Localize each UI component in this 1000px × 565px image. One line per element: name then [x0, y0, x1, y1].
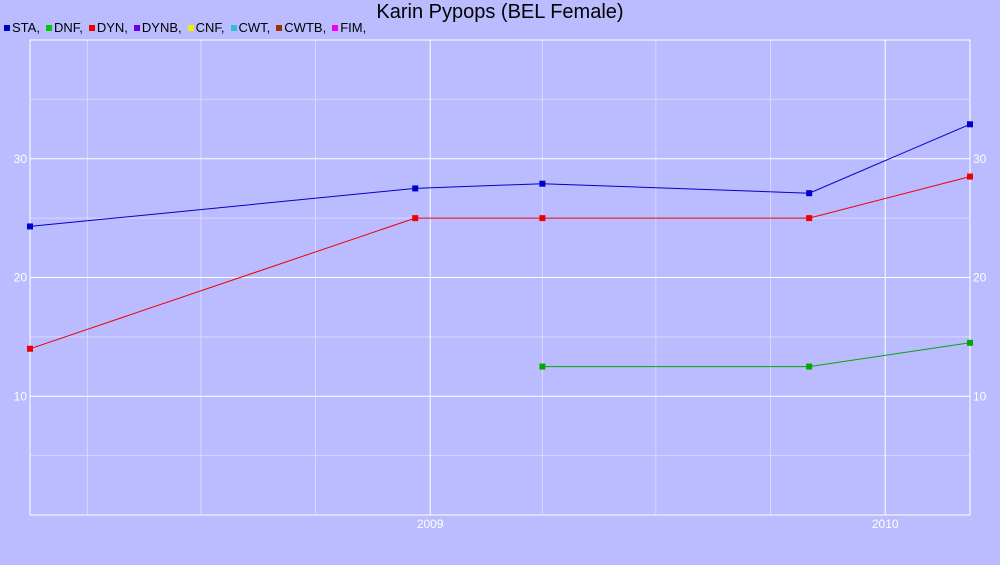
data-point-dnf	[539, 363, 546, 370]
legend-swatch	[4, 24, 10, 31]
data-point-sta	[412, 185, 419, 192]
data-point-dyn	[539, 215, 546, 222]
legend-item: DYNB,	[133, 20, 182, 35]
data-point-sta	[539, 180, 546, 187]
x-tick-label: 2009	[417, 517, 444, 531]
legend-item: DNF,	[45, 20, 83, 35]
legend-label: CWTB,	[284, 20, 327, 35]
legend-swatch	[332, 24, 339, 31]
legend-item: DYN,	[88, 20, 128, 35]
legend: STA, DNF, DYN, DYNB, CNF, CWT, CWTB, FIM,	[4, 20, 372, 35]
legend-swatch	[187, 24, 194, 31]
legend-swatch	[88, 24, 95, 31]
data-point-sta	[806, 190, 813, 197]
series-line-sta	[29, 123, 971, 227]
data-point-dyn	[27, 345, 33, 352]
data-point-sta	[967, 121, 973, 128]
legend-item: CWTB,	[276, 20, 326, 35]
legend-swatch	[133, 24, 140, 31]
data-point-sta	[27, 223, 33, 230]
y-tick-label: 30	[14, 152, 28, 166]
data-point-dyn	[806, 215, 813, 222]
legend-label: DNF,	[53, 20, 83, 35]
y-tick-label: 20	[14, 271, 28, 285]
data-point-dnf	[806, 363, 813, 370]
y-tick-label: 30	[973, 152, 987, 166]
legend-item: FIM,	[332, 20, 366, 35]
y-tick-label: 10	[14, 389, 28, 403]
data-point-dyn	[967, 173, 973, 180]
series-line-dnf	[542, 342, 971, 368]
legend-swatch	[276, 24, 283, 31]
legend-label: CWT,	[238, 20, 271, 35]
x-tick-label: 2010	[872, 517, 899, 531]
chart-title: Karin Pypops (BEL Female)	[376, 1, 624, 23]
legend-swatch	[230, 24, 237, 31]
legend-label: DYN,	[96, 20, 128, 35]
legend-label: CNF,	[195, 20, 225, 35]
legend-item: CWT,	[230, 20, 271, 35]
data-point-dyn	[412, 215, 419, 222]
data-point-dnf	[967, 339, 973, 346]
y-tick-label: 10	[973, 389, 987, 403]
legend-label: STA,	[12, 20, 40, 35]
y-tick-label: 20	[973, 271, 987, 285]
legend-swatch	[45, 24, 52, 31]
legend-item: STA,	[4, 20, 40, 35]
plot-border	[29, 39, 971, 516]
series-line-dyn	[29, 176, 971, 350]
legend-item: CNF,	[187, 20, 225, 35]
legend-label: DYNB,	[141, 20, 182, 35]
legend-label: FIM,	[340, 20, 367, 35]
